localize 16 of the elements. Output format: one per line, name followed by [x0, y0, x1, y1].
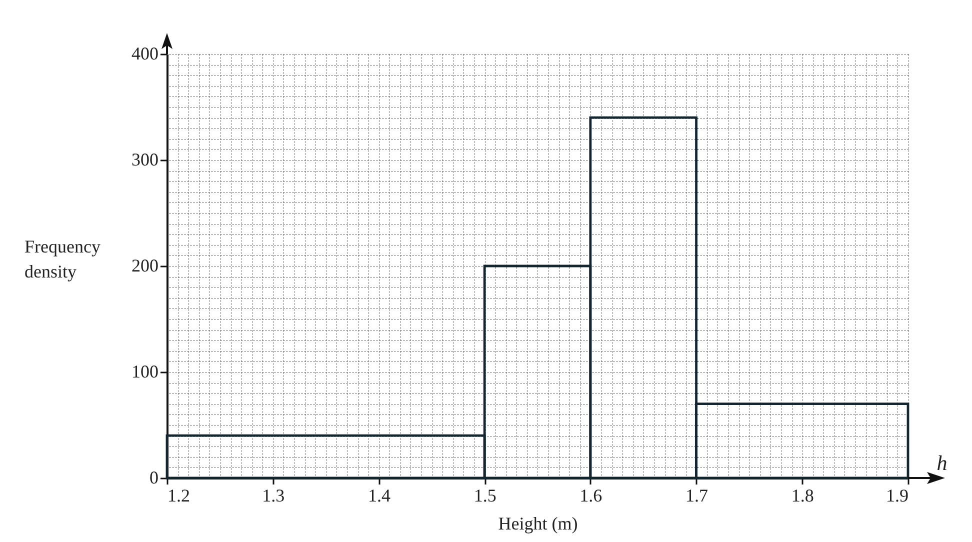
y-tick-label: 300 — [132, 150, 158, 170]
y-tick-label: 200 — [132, 256, 158, 276]
x-tick-label: 1.9 — [886, 486, 908, 506]
y-axis-title: Frequency density — [24, 236, 100, 282]
x-tick-label: 1.3 — [262, 486, 285, 506]
y-tick-label: 100 — [132, 362, 158, 382]
x-axis-title: Height (m) — [498, 514, 578, 534]
y-tick-label: 0 — [150, 468, 158, 488]
x-tick-label: 1.7 — [686, 486, 708, 506]
x-tick-label: 1.6 — [580, 486, 602, 506]
x-tick-label: 1.4 — [368, 486, 390, 506]
x-tick-label: 1.5 — [474, 486, 496, 506]
x-tick-label: 1.8 — [791, 486, 814, 506]
text: h — [936, 451, 948, 475]
y-tick-label: 400 — [132, 44, 158, 64]
x-tick-label: 1.2 — [168, 486, 190, 506]
